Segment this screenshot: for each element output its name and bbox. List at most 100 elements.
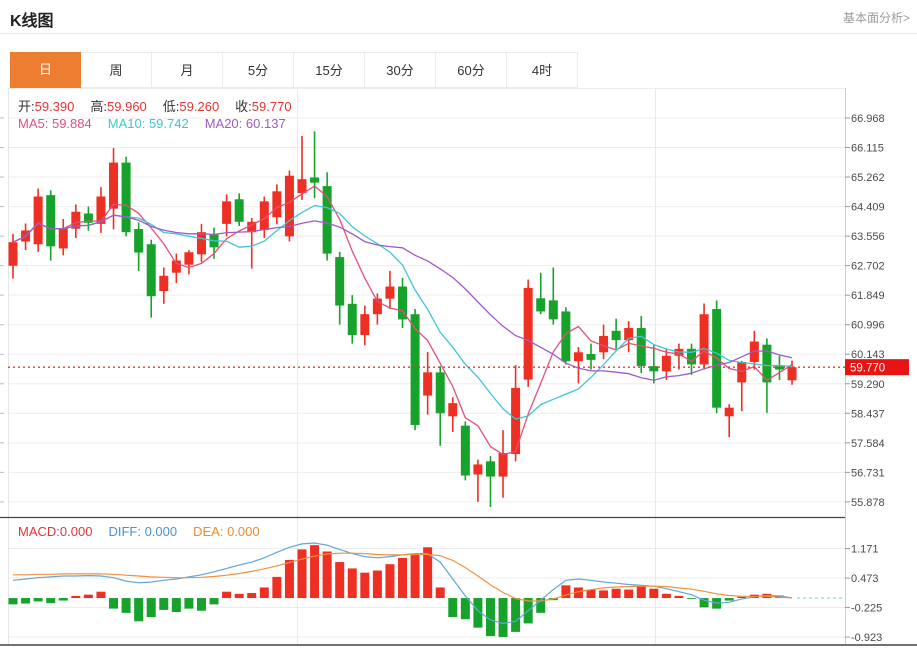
candle-body [196, 232, 206, 255]
tab-day[interactable]: 日 [10, 52, 81, 88]
macd-bar [586, 589, 596, 599]
candle-body [134, 229, 144, 253]
macd-axis-tick: -0.923 [851, 632, 882, 644]
macd-bar [372, 570, 382, 599]
close-value: 59.770 [251, 99, 292, 114]
candle-body [473, 464, 483, 475]
candle-body [511, 387, 521, 455]
macd-bar [511, 598, 521, 632]
candle-body [310, 177, 320, 183]
candle-body [762, 344, 772, 383]
macd-bar [46, 598, 56, 604]
candle-body [347, 303, 357, 335]
macd-bar [724, 598, 734, 601]
candle-body [435, 372, 445, 414]
macd-bar [234, 593, 244, 599]
open-label: 开: [18, 99, 35, 114]
macd-bar [573, 587, 583, 599]
main-axis-tick: 66.115 [851, 143, 884, 155]
tab-week[interactable]: 周 [81, 52, 152, 88]
macd-bar [485, 598, 495, 637]
macd-bar [171, 598, 181, 613]
ma20-value: 60.137 [245, 116, 286, 131]
tab-60min[interactable]: 60分 [436, 52, 507, 88]
ma10-value: 59.742 [148, 116, 189, 131]
macd-bar [398, 557, 408, 599]
macd-bar [310, 545, 320, 599]
main-axis-tick: 55.878 [851, 497, 885, 509]
candle-body [523, 287, 533, 380]
main-axis-tick: 57.584 [851, 438, 885, 450]
dea-line [13, 552, 793, 602]
macd-bar [599, 590, 609, 599]
macd-bar [536, 598, 546, 613]
candle-body [322, 186, 332, 254]
candle-body [8, 242, 18, 266]
candle-body [284, 175, 294, 237]
macd-bar [360, 572, 370, 599]
main-axis-tick: 61.849 [851, 290, 885, 302]
macd-bar [196, 598, 206, 611]
main-axis-tick: 56.731 [851, 467, 885, 479]
macd-bar [284, 559, 294, 599]
last-price-badge [845, 359, 909, 376]
macd-bar [297, 549, 307, 599]
high-label: 高: [90, 99, 108, 114]
low-label: 低: [162, 99, 180, 114]
tab-15min[interactable]: 15分 [294, 52, 365, 88]
tab-month[interactable]: 月 [152, 52, 223, 88]
macd-bar [385, 564, 395, 599]
macd-bar [121, 598, 131, 613]
macd-axis-tick: -0.225 [851, 603, 882, 615]
candle-body [297, 179, 307, 194]
candle-body [586, 354, 596, 360]
macd-bar [146, 598, 156, 618]
candle-body [787, 367, 797, 381]
macd-bar [423, 547, 433, 599]
candle-body [247, 221, 257, 233]
fundamental-analysis-link[interactable]: 基本面分析> [842, 11, 910, 25]
tab-5min[interactable]: 5分 [223, 52, 294, 88]
candle-body [159, 275, 169, 292]
candle-body [737, 361, 747, 383]
candle-body [58, 228, 68, 249]
macd-bar [674, 595, 684, 599]
candle-body [71, 211, 81, 229]
macd-bar [561, 585, 571, 599]
candle-body [385, 286, 395, 299]
main-axis-tick: 58.437 [851, 408, 885, 420]
last-price-badge-value: 59.770 [850, 363, 885, 375]
main-axis-tick: 60.996 [851, 320, 885, 332]
main-axis-tick: 62.702 [851, 261, 885, 273]
macd-bar [661, 593, 671, 599]
candle-body [146, 244, 156, 297]
main-axis-tick: 66.968 [851, 113, 885, 125]
macd-bar [96, 591, 106, 599]
macd-bar [134, 598, 144, 622]
macd-bar [687, 598, 697, 599]
ma20-label: MA20: [204, 116, 243, 131]
low-value: 59.260 [179, 99, 220, 114]
candle-body [611, 330, 621, 341]
candle-body [724, 407, 734, 417]
candle-body [423, 372, 433, 396]
tab-30min[interactable]: 30分 [365, 52, 436, 88]
macd-bar [222, 591, 232, 599]
candle-body [410, 314, 420, 425]
ma10-label: MA10: [107, 116, 146, 131]
ma5-value: 59.884 [51, 116, 92, 131]
candle-body [536, 298, 546, 312]
candle-body [121, 162, 131, 233]
macd-bar [71, 595, 81, 599]
tab-4hour[interactable]: 4时 [507, 52, 578, 88]
macd-bar [649, 588, 659, 599]
macd-bar [58, 598, 68, 601]
candle-body [335, 257, 345, 306]
candle-body [272, 191, 282, 218]
candle-body [234, 199, 244, 222]
ma5-line [12, 185, 793, 456]
diff-label: DIFF: [108, 524, 141, 539]
candle-body [498, 453, 508, 477]
